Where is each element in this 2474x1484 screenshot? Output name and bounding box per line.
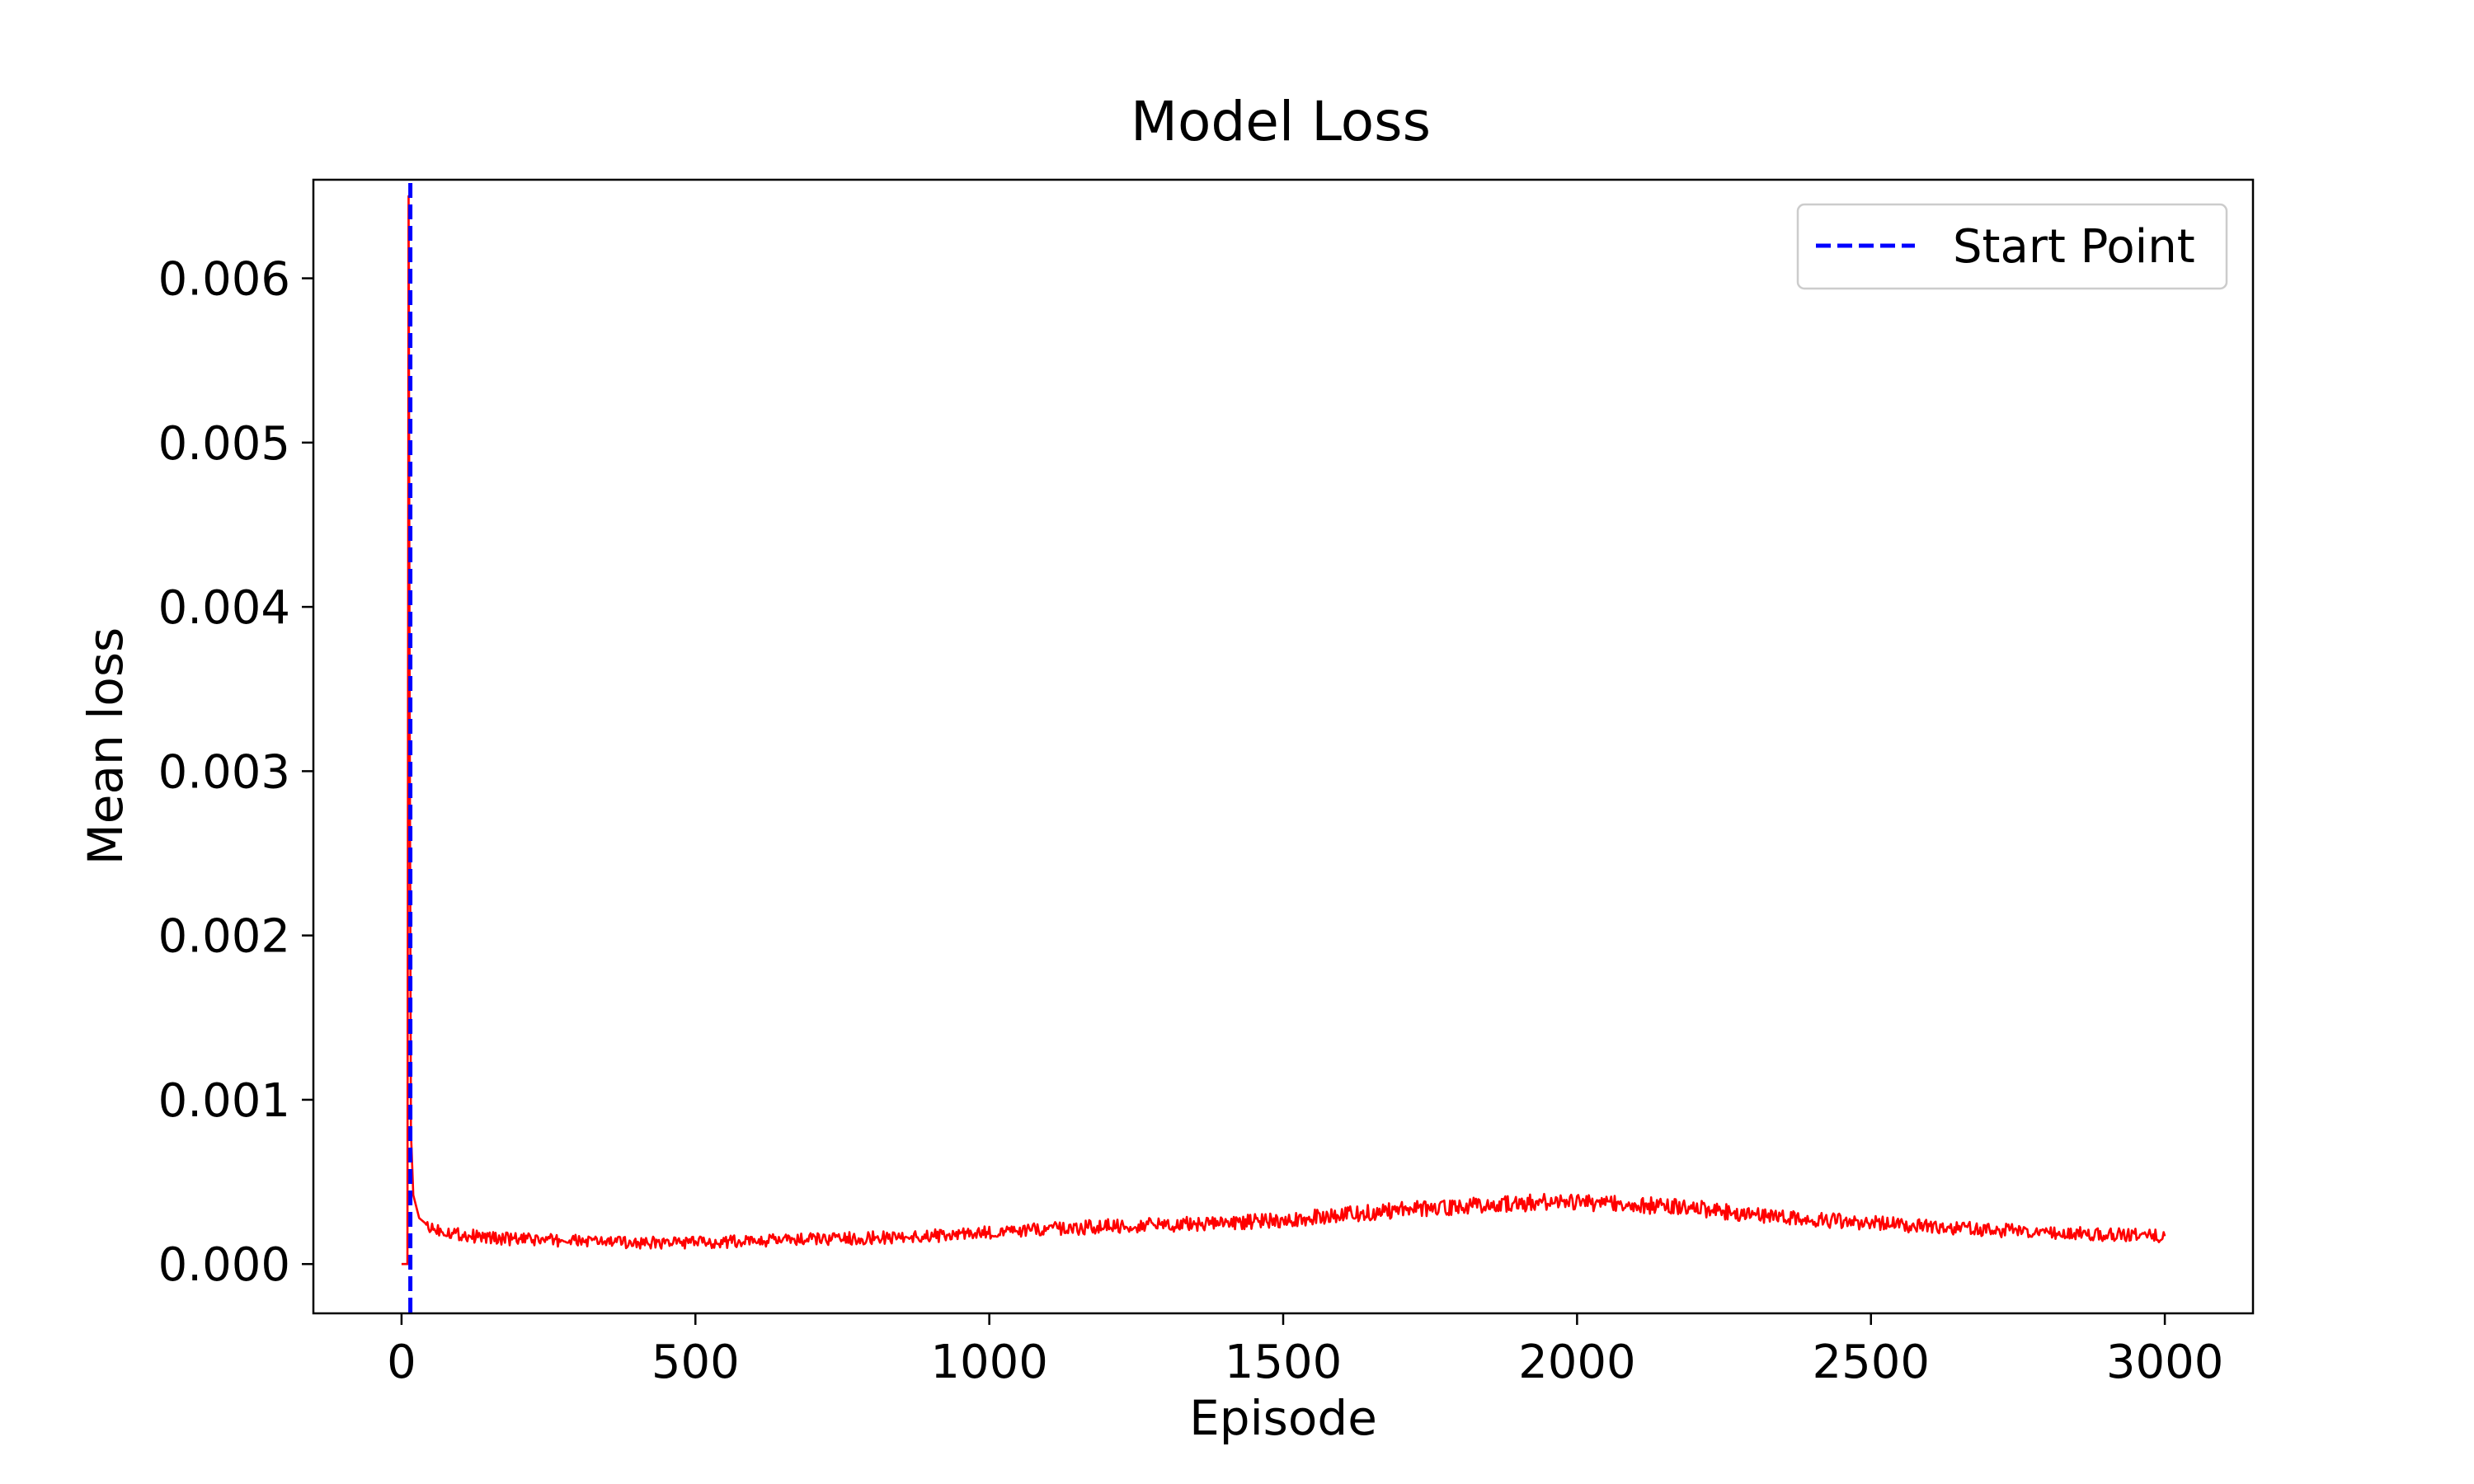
x-tick-label: 500 [651, 1336, 740, 1389]
y-tick-label: 0.000 [158, 1238, 290, 1292]
y-tick-label: 0.004 [158, 581, 290, 635]
y-tick-label: 0.003 [158, 745, 290, 799]
legend: Start Point [1796, 203, 2228, 290]
chart-title: Model Loss [1131, 90, 1431, 153]
x-tick-label: 1500 [1225, 1336, 1343, 1389]
x-axis-label: Episode [1189, 1390, 1377, 1446]
loss-line [401, 195, 2166, 1266]
y-tick-label: 0.006 [158, 253, 290, 307]
y-tick-label: 0.001 [158, 1074, 290, 1128]
y-axis-label: Mean loss [78, 627, 134, 866]
x-tick-label: 2000 [1518, 1336, 1636, 1389]
x-axis: 0 500 1000 1500 2000 2500 3000 [387, 1313, 2223, 1389]
y-axis: 0.000 0.001 0.002 0.003 0.004 0.005 0.006 [158, 253, 313, 1292]
x-tick-label: 3000 [2106, 1336, 2224, 1389]
legend-box [1796, 203, 2228, 290]
series-layer [401, 183, 2166, 1313]
y-tick-label: 0.005 [158, 417, 290, 471]
x-tick-label: 1000 [930, 1336, 1048, 1389]
y-tick-label: 0.002 [158, 910, 290, 964]
legend-label-start-point: Start Point [1953, 220, 2195, 274]
x-tick-label: 0 [387, 1336, 416, 1389]
x-tick-label: 2500 [1812, 1336, 1930, 1389]
plot-area [312, 178, 2255, 1315]
